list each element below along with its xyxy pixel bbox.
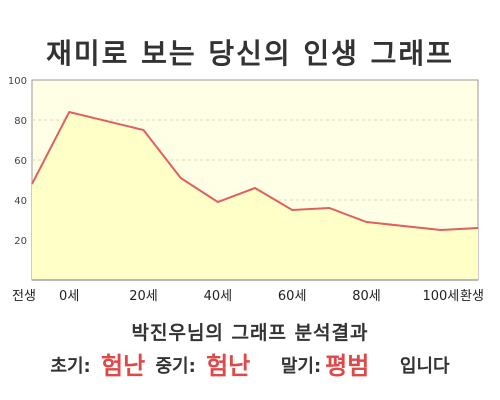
x-tick-label: 20세 [129,289,158,304]
y-tick-label: 60 [14,156,27,167]
x-tick-label: 0세 [59,289,79,304]
x-tick-label: 40세 [204,289,233,304]
life-line [31,110,479,232]
x-tick-label: 80세 [352,289,381,304]
early-label: 초기: [50,356,91,377]
analysis-subtitle: 박진우님의 그래프 분석결과 [131,322,369,344]
y-tick-label: 20 [14,236,27,247]
middle-value: 험난 [206,352,251,380]
y-tick-labels: 20 40 60 80 100 [8,76,27,247]
y-tick-label: 80 [14,116,27,127]
late-value: 평범 [325,352,370,380]
life-graph-chart: 20 40 60 80 100 전생 0세 20세 40세 60세 80세 100세 환생 [8,76,484,304]
x-tick-labels: 전생 0세 20세 40세 60세 80세 100세 환생 [12,289,484,304]
early-value: 험난 [101,352,146,380]
y-tick-label: 40 [14,196,27,207]
page-title: 재미로 보는 당신의 인생 그래프 [46,37,454,70]
late-label: 말기: [280,356,322,377]
x-tick-label: 환생 [460,289,484,304]
x-tick-label: 전생 [12,289,36,304]
life-area [32,112,478,280]
y-tick-label: 100 [8,76,27,87]
x-tick-label: 100세 [422,289,459,304]
middle-label: 중기: [155,356,196,377]
x-tick-label: 60세 [278,289,307,304]
ending-text: 입니다 [399,356,450,377]
analysis-result: 초기: 험난 중기: 험난 말기: 평범 입니다 [0,346,500,381]
